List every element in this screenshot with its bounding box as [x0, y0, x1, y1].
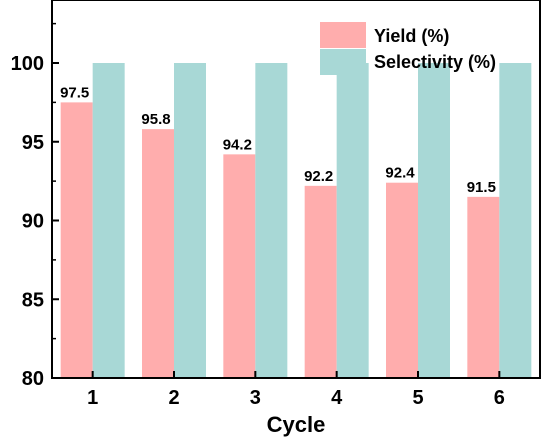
- x-tick-label-4: 4: [331, 387, 343, 409]
- y-tick-label-95: 95: [22, 132, 44, 154]
- y-tick-label-85: 85: [22, 289, 44, 311]
- legend-swatch-selectivity: [320, 49, 366, 75]
- legend-label-selectivity: Selectivity (%): [374, 52, 496, 72]
- legend-swatch-yield: [320, 22, 366, 48]
- data-label-yield-cycle-2: 95.8: [141, 111, 170, 128]
- legend: Yield (%) Selectivity (%): [320, 22, 496, 75]
- bar-yield-cycle-5: [386, 182, 418, 378]
- x-tick-label-1: 1: [87, 387, 98, 409]
- data-label-yield-cycle-5: 92.4: [385, 165, 415, 182]
- data-label-yield-cycle-6: 91.5: [467, 179, 496, 196]
- data-label-yield-cycle-4: 92.2: [304, 168, 333, 185]
- y-tick-label-90: 90: [22, 211, 44, 233]
- bar-selectivity-cycle-5: [418, 63, 450, 378]
- y-axis: 80 85 90 95 100: [11, 22, 59, 390]
- x-tick-label-2: 2: [168, 387, 179, 409]
- legend-label-yield: Yield (%): [374, 26, 449, 46]
- bars-layer: [60, 63, 532, 378]
- data-label-yield-cycle-1: 97.5: [60, 84, 89, 101]
- x-tick-label-3: 3: [250, 387, 261, 409]
- y-tick-label-100: 100: [11, 53, 44, 75]
- x-axis: 1 2 3 4 5 6: [87, 371, 505, 409]
- bar-yield-cycle-3: [223, 154, 256, 378]
- bar-selectivity-cycle-2: [174, 63, 206, 378]
- bar-selectivity-cycle-1: [92, 63, 125, 378]
- data-label-yield-cycle-3: 94.2: [223, 136, 252, 153]
- bar-selectivity-cycle-6: [499, 63, 532, 378]
- x-tick-label-5: 5: [412, 387, 423, 409]
- x-axis-title: Cycle: [267, 412, 326, 437]
- data-labels-layer: 97.5 95.8 94.2 92.2 92.4 91.5: [60, 84, 496, 196]
- bar-yield-cycle-4: [304, 185, 337, 378]
- bar-yield-cycle-6: [467, 196, 500, 378]
- x-tick-label-6: 6: [494, 387, 505, 409]
- bar-selectivity-cycle-3: [255, 63, 288, 378]
- bar-selectivity-cycle-4: [336, 63, 369, 378]
- plot-frame: [51, 0, 541, 379]
- y-tick-label-80: 80: [22, 368, 44, 390]
- bar-yield-cycle-1: [60, 102, 93, 378]
- bar-yield-cycle-2: [142, 129, 174, 378]
